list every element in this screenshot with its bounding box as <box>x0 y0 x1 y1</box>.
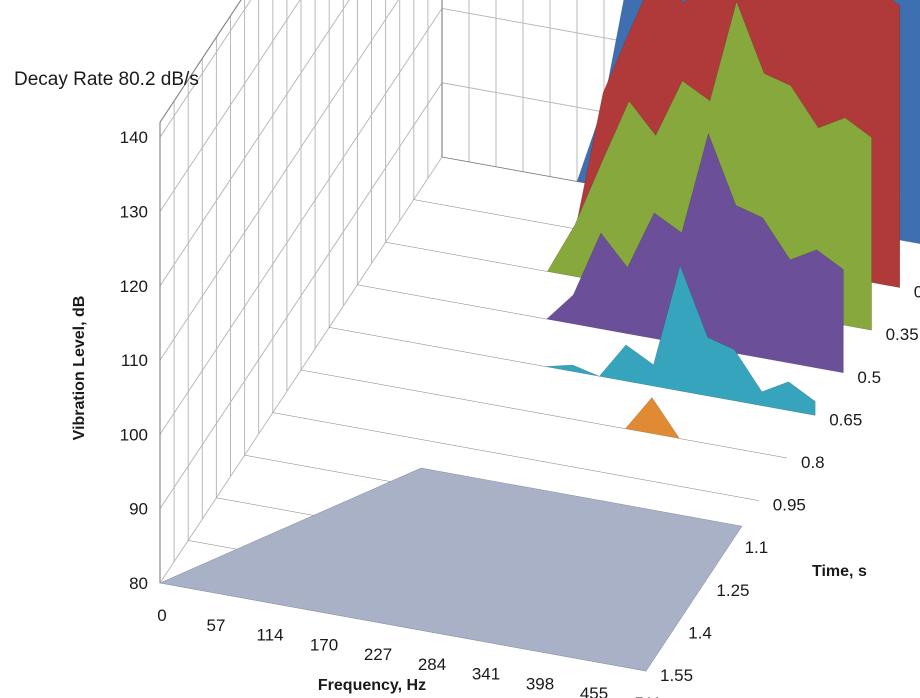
x-tick-label: 170 <box>310 635 338 654</box>
floor-plane <box>158 467 743 672</box>
x-tick-label: 511 <box>634 694 661 698</box>
surface-band <box>272 412 759 501</box>
z-tick-label: 1.25 <box>716 581 749 600</box>
y-tick-label: 120 <box>120 277 148 296</box>
y-tick-label: 100 <box>120 425 148 444</box>
x-tick-label: 57 <box>207 616 226 635</box>
level-gridline <box>159 0 350 287</box>
y-axis-title: Vibration Level, dB <box>71 296 88 441</box>
floor-surface <box>158 467 743 672</box>
tick-labels: 80 90 100 110 120 130 140 0 57 114 170 227 284 341 398… <box>120 128 920 698</box>
y-tick-label: 140 <box>120 128 148 147</box>
surface-plot <box>159 0 920 672</box>
surface-band <box>300 369 788 459</box>
surface-band <box>329 264 816 416</box>
x-tick-label: 341 <box>472 665 500 684</box>
y-tick-label: 110 <box>121 351 148 370</box>
z-tick-label: 0.8 <box>801 453 825 472</box>
x-axis-title: Frequency, Hz <box>318 677 426 694</box>
chart-title: Decay Rate 80.2 dB/s <box>14 69 199 90</box>
x-tick-label: 455 <box>580 684 608 698</box>
chart-frame <box>159 0 242 583</box>
z-tick-label: 1.55 <box>660 666 693 685</box>
z-tick-label: 0.5 <box>857 368 881 387</box>
z-tick-label: 1.4 <box>688 623 712 642</box>
x-tick-label: 284 <box>418 655 446 674</box>
z-tick-label: 0.95 <box>773 496 806 515</box>
z-tick-label: 0.65 <box>829 410 862 429</box>
level-gridline <box>159 0 920 361</box>
z-tick-label: 0.35 <box>886 325 919 344</box>
z-axis-title: Time, s <box>812 563 867 580</box>
x-tick-label: 114 <box>256 626 283 645</box>
x-tick-label: 0 <box>157 606 166 625</box>
y-tick-label: 90 <box>129 500 148 519</box>
y-tick-label: 80 <box>129 574 148 593</box>
level-gridline <box>159 0 301 212</box>
surface-band <box>357 132 844 374</box>
z-tick-label: 1.1 <box>745 538 769 557</box>
z-tick-label: 0.2 <box>914 283 920 302</box>
y-tick-label: 130 <box>120 203 148 222</box>
x-tick-label: 398 <box>526 674 554 693</box>
x-tick-label: 227 <box>364 645 392 664</box>
